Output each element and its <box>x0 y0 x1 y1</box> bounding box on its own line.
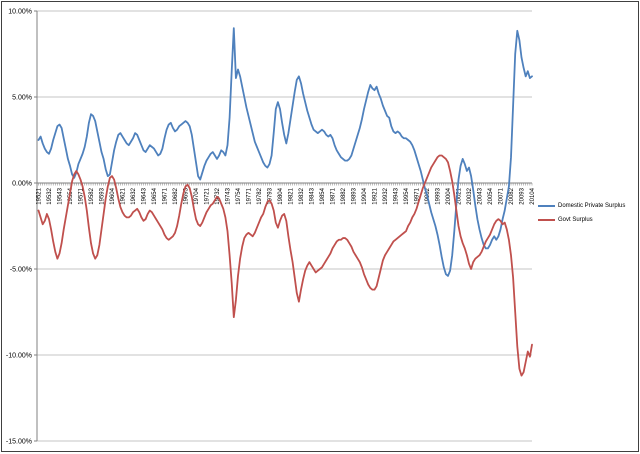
x-tick-label: 19821 <box>289 187 295 204</box>
legend-label-govt-surplus: Govt Surplus <box>558 217 593 223</box>
x-tick-label: 19971 <box>415 187 421 204</box>
y-tick-label: -5.00% <box>10 267 32 274</box>
x-tick-label: 19593 <box>100 187 106 204</box>
series-line-domestic-private-surplus <box>37 27 533 277</box>
x-tick-label: 20054 <box>488 187 494 204</box>
x-tick-label: 19921 <box>373 187 379 204</box>
x-tick-label: 19543 <box>58 187 64 204</box>
x-tick-label: 19854 <box>320 187 326 204</box>
x-tick-label: 19671 <box>163 187 169 204</box>
y-tick-label: 5.00% <box>12 95 32 102</box>
legend-entry-domestic-private-surplus: Domestic Private Surplus <box>538 203 625 209</box>
x-tick-label: 19982 <box>425 187 431 204</box>
x-tick-label: 20004 <box>446 187 452 204</box>
x-axis-ticks <box>38 183 533 186</box>
x-tick-label: 19521 <box>37 187 43 204</box>
y-axis-labels: 10.00% 5.00% 0.00% -5.00% -10.00% -15.00% <box>6 9 32 446</box>
x-tick-label: 19832 <box>299 187 305 204</box>
x-tick-label: 19882 <box>341 187 347 204</box>
legend-entry-govt-surplus: Govt Surplus <box>538 217 625 223</box>
x-tick-label: 19643 <box>142 187 148 204</box>
x-axis-labels: 19521 19532 19543 19554 19571 19582 19593 19604… <box>37 187 537 204</box>
x-tick-label: 19554 <box>68 187 74 204</box>
x-tick-label: 19771 <box>247 187 253 204</box>
gridlines <box>34 10 532 442</box>
x-tick-label: 19582 <box>89 187 95 204</box>
x-tick-label: 20093 <box>520 187 526 204</box>
x-tick-label: 19571 <box>79 187 85 204</box>
y-tick-label: -15.00% <box>6 439 32 446</box>
x-tick-label: 20021 <box>457 187 463 204</box>
x-tick-label: 19632 <box>131 187 137 204</box>
x-tick-label: 20032 <box>467 187 473 204</box>
x-tick-label: 19704 <box>194 187 200 204</box>
x-tick-label: 19621 <box>121 187 127 204</box>
x-tick-label: 19654 <box>152 187 158 204</box>
x-tick-label: 19871 <box>331 187 337 204</box>
x-tick-label: 19993 <box>436 187 442 204</box>
x-tick-label: 20082 <box>509 187 515 204</box>
x-tick-label: 19721 <box>205 187 211 204</box>
x-tick-label: 19682 <box>173 187 179 204</box>
y-tick-label: 0.00% <box>12 181 32 188</box>
legend-line-swatch-red <box>538 219 555 221</box>
legend-label-domestic-private-surplus: Domestic Private Surplus <box>558 203 626 209</box>
series-line-govt-surplus <box>37 154 533 377</box>
legend: Domestic Private Surplus Govt Surplus <box>538 203 625 223</box>
x-tick-label: 19804 <box>278 187 284 204</box>
x-tick-label: 19693 <box>184 187 190 204</box>
y-tick-label: -10.00% <box>6 353 32 360</box>
x-tick-label: 19782 <box>257 187 263 204</box>
y-tick-label: 10.00% <box>8 9 32 16</box>
x-tick-label: 19943 <box>394 187 400 204</box>
x-tick-label: 19604 <box>110 187 116 204</box>
x-tick-label: 19754 <box>236 187 242 204</box>
x-tick-label: 19893 <box>352 187 358 204</box>
x-tick-label: 20104 <box>530 187 536 204</box>
x-tick-label: 19954 <box>404 187 410 204</box>
x-tick-label: 20071 <box>499 187 505 204</box>
legend-line-swatch-blue <box>538 205 555 207</box>
x-tick-label: 20043 <box>478 187 484 204</box>
x-tick-label: 19843 <box>310 187 316 204</box>
x-tick-label: 19743 <box>226 187 232 204</box>
x-tick-label: 19532 <box>47 187 53 204</box>
x-tick-label: 19932 <box>383 187 389 204</box>
x-tick-label: 19904 <box>362 187 368 204</box>
x-tick-label: 19793 <box>268 187 274 204</box>
x-tick-label: 19732 <box>215 187 221 204</box>
